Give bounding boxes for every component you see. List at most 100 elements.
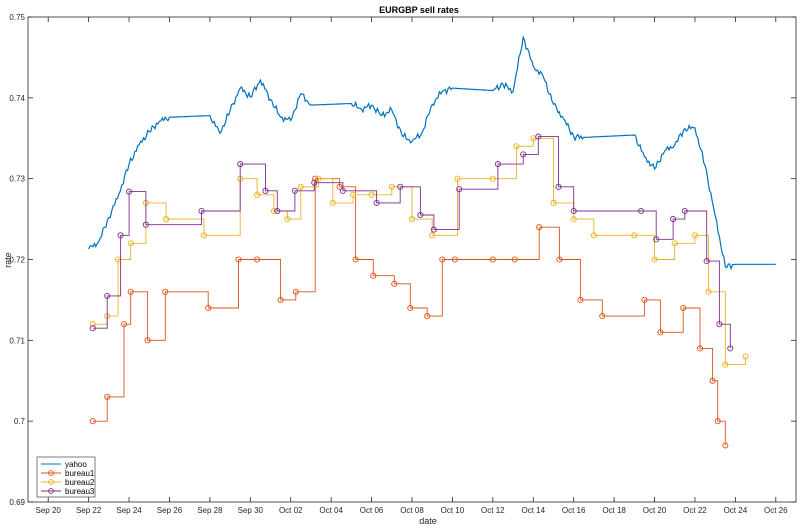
data-point-bureau2	[89, 321, 96, 328]
legend-label-bureau1: bureau1	[65, 469, 95, 478]
data-point-bureau1	[235, 256, 242, 263]
data-point-bureau3	[681, 207, 688, 215]
x-tick-label: Oct 24	[724, 506, 748, 515]
data-point-bureau2	[742, 353, 749, 360]
data-point-bureau3	[274, 207, 281, 215]
data-point-bureau3	[670, 216, 677, 223]
legend-label-bureau2: bureau2	[65, 478, 95, 487]
data-point-bureau3	[89, 325, 96, 332]
data-point-bureau1	[680, 304, 687, 312]
legend-marker-bureau3	[48, 488, 54, 494]
data-point-bureau2	[315, 175, 322, 182]
data-point-bureau2	[270, 207, 277, 215]
data-point-bureau1	[641, 296, 648, 303]
y-tick-label: 0.71	[9, 336, 25, 345]
legend-label-yahoo: yahoo	[65, 460, 87, 469]
data-point-bureau1	[162, 288, 169, 295]
legend-marker-bureau2	[48, 479, 54, 485]
data-point-bureau1	[536, 224, 543, 231]
data-point-bureau3	[703, 258, 710, 265]
data-point-bureau2	[127, 240, 134, 247]
y-tick-label: 0.74	[9, 94, 25, 103]
data-point-bureau3	[430, 226, 437, 233]
x-tick-label: Oct 06	[360, 506, 384, 515]
data-point-bureau1	[120, 321, 128, 328]
y-axis-title: rate	[3, 252, 13, 268]
x-tick-label: Sep 20	[36, 506, 62, 515]
data-point-bureau2	[550, 199, 557, 206]
data-point-bureau2	[350, 191, 357, 198]
y-tick-label: 0.75	[9, 13, 25, 22]
data-point-bureau2	[691, 232, 698, 239]
x-tick-label: Oct 14	[521, 506, 545, 515]
series-line-bureau2	[92, 137, 746, 366]
data-point-bureau2	[631, 232, 638, 239]
axes-box	[27, 16, 797, 503]
data-point-bureau1	[709, 377, 716, 384]
x-tick-label: Sep 28	[197, 506, 223, 515]
data-point-bureau1	[370, 272, 377, 279]
data-point-bureau1	[511, 256, 518, 263]
data-point-bureau2	[651, 256, 658, 263]
x-tick-label: Oct 20	[643, 506, 667, 515]
chart-title: EURGBP sell rates	[379, 5, 459, 15]
data-point-bureau1	[144, 337, 151, 344]
data-point-bureau1	[577, 296, 584, 303]
data-point-bureau1	[424, 313, 431, 320]
data-point-bureau3	[262, 187, 269, 194]
data-point-bureau3	[142, 221, 149, 228]
x-tick-label: Sep 26	[157, 506, 183, 515]
x-tick-label: Sep 24	[116, 506, 142, 515]
data-point-bureau3	[555, 183, 562, 190]
data-point-bureau1	[657, 329, 664, 336]
data-point-bureau3	[237, 161, 244, 168]
x-tick-label: Oct 10	[441, 506, 465, 515]
data-point-bureau3	[570, 207, 577, 215]
x-tick-label: Oct 22	[683, 506, 707, 515]
data-point-bureau1	[489, 256, 496, 263]
data-point-bureau3	[117, 232, 124, 239]
data-point-bureau1	[104, 393, 111, 400]
data-point-bureau2	[297, 183, 304, 190]
data-point-bureau2	[329, 199, 336, 206]
data-point-bureau2	[489, 175, 496, 182]
legend-marker-bureau1	[48, 470, 54, 476]
x-tick-label: Oct 08	[400, 506, 424, 515]
data-point-bureau3	[397, 183, 404, 190]
data-point-bureau2	[722, 361, 729, 368]
data-point-bureau3	[291, 187, 298, 194]
data-point-bureau3	[198, 207, 205, 215]
data-point-bureau3	[417, 211, 424, 219]
data-point-bureau2	[454, 175, 461, 182]
x-tick-label: Sep 30	[238, 506, 264, 515]
data-point-bureau3	[104, 292, 111, 299]
x-tick-label: Sep 22	[76, 506, 102, 515]
data-point-bureau2	[513, 143, 520, 150]
data-point-bureau1	[277, 296, 284, 303]
data-point-bureau3	[535, 133, 542, 140]
data-point-bureau2	[570, 216, 577, 223]
data-point-bureau1	[205, 304, 212, 312]
plot-area: 0.69 0.7 0.71 0.72 0.73 0.74 0.75 Sep 20 Sep 22 S…	[9, 13, 797, 515]
x-tick-label: Oct 04	[319, 506, 343, 515]
series-line-bureau1	[92, 178, 726, 446]
data-point-bureau1	[254, 256, 261, 263]
data-point-bureau2	[163, 216, 170, 223]
data-point-bureau1	[127, 288, 134, 295]
series-line-bureau3	[92, 136, 731, 349]
x-tick-label: Oct 18	[602, 506, 626, 515]
data-point-bureau3	[520, 151, 527, 158]
data-point-bureau1	[89, 418, 96, 425]
x-axis-title: date	[419, 516, 437, 526]
data-point-bureau3	[373, 199, 380, 206]
data-point-bureau3	[727, 345, 734, 352]
data-point-bureau3	[716, 321, 723, 328]
y-tick-label: 0.72	[9, 256, 25, 265]
data-point-bureau1	[451, 256, 458, 263]
data-point-bureau1	[556, 256, 563, 263]
data-point-bureau2	[671, 240, 678, 247]
data-point-bureau2	[408, 216, 416, 223]
data-point-bureau2	[284, 216, 291, 223]
